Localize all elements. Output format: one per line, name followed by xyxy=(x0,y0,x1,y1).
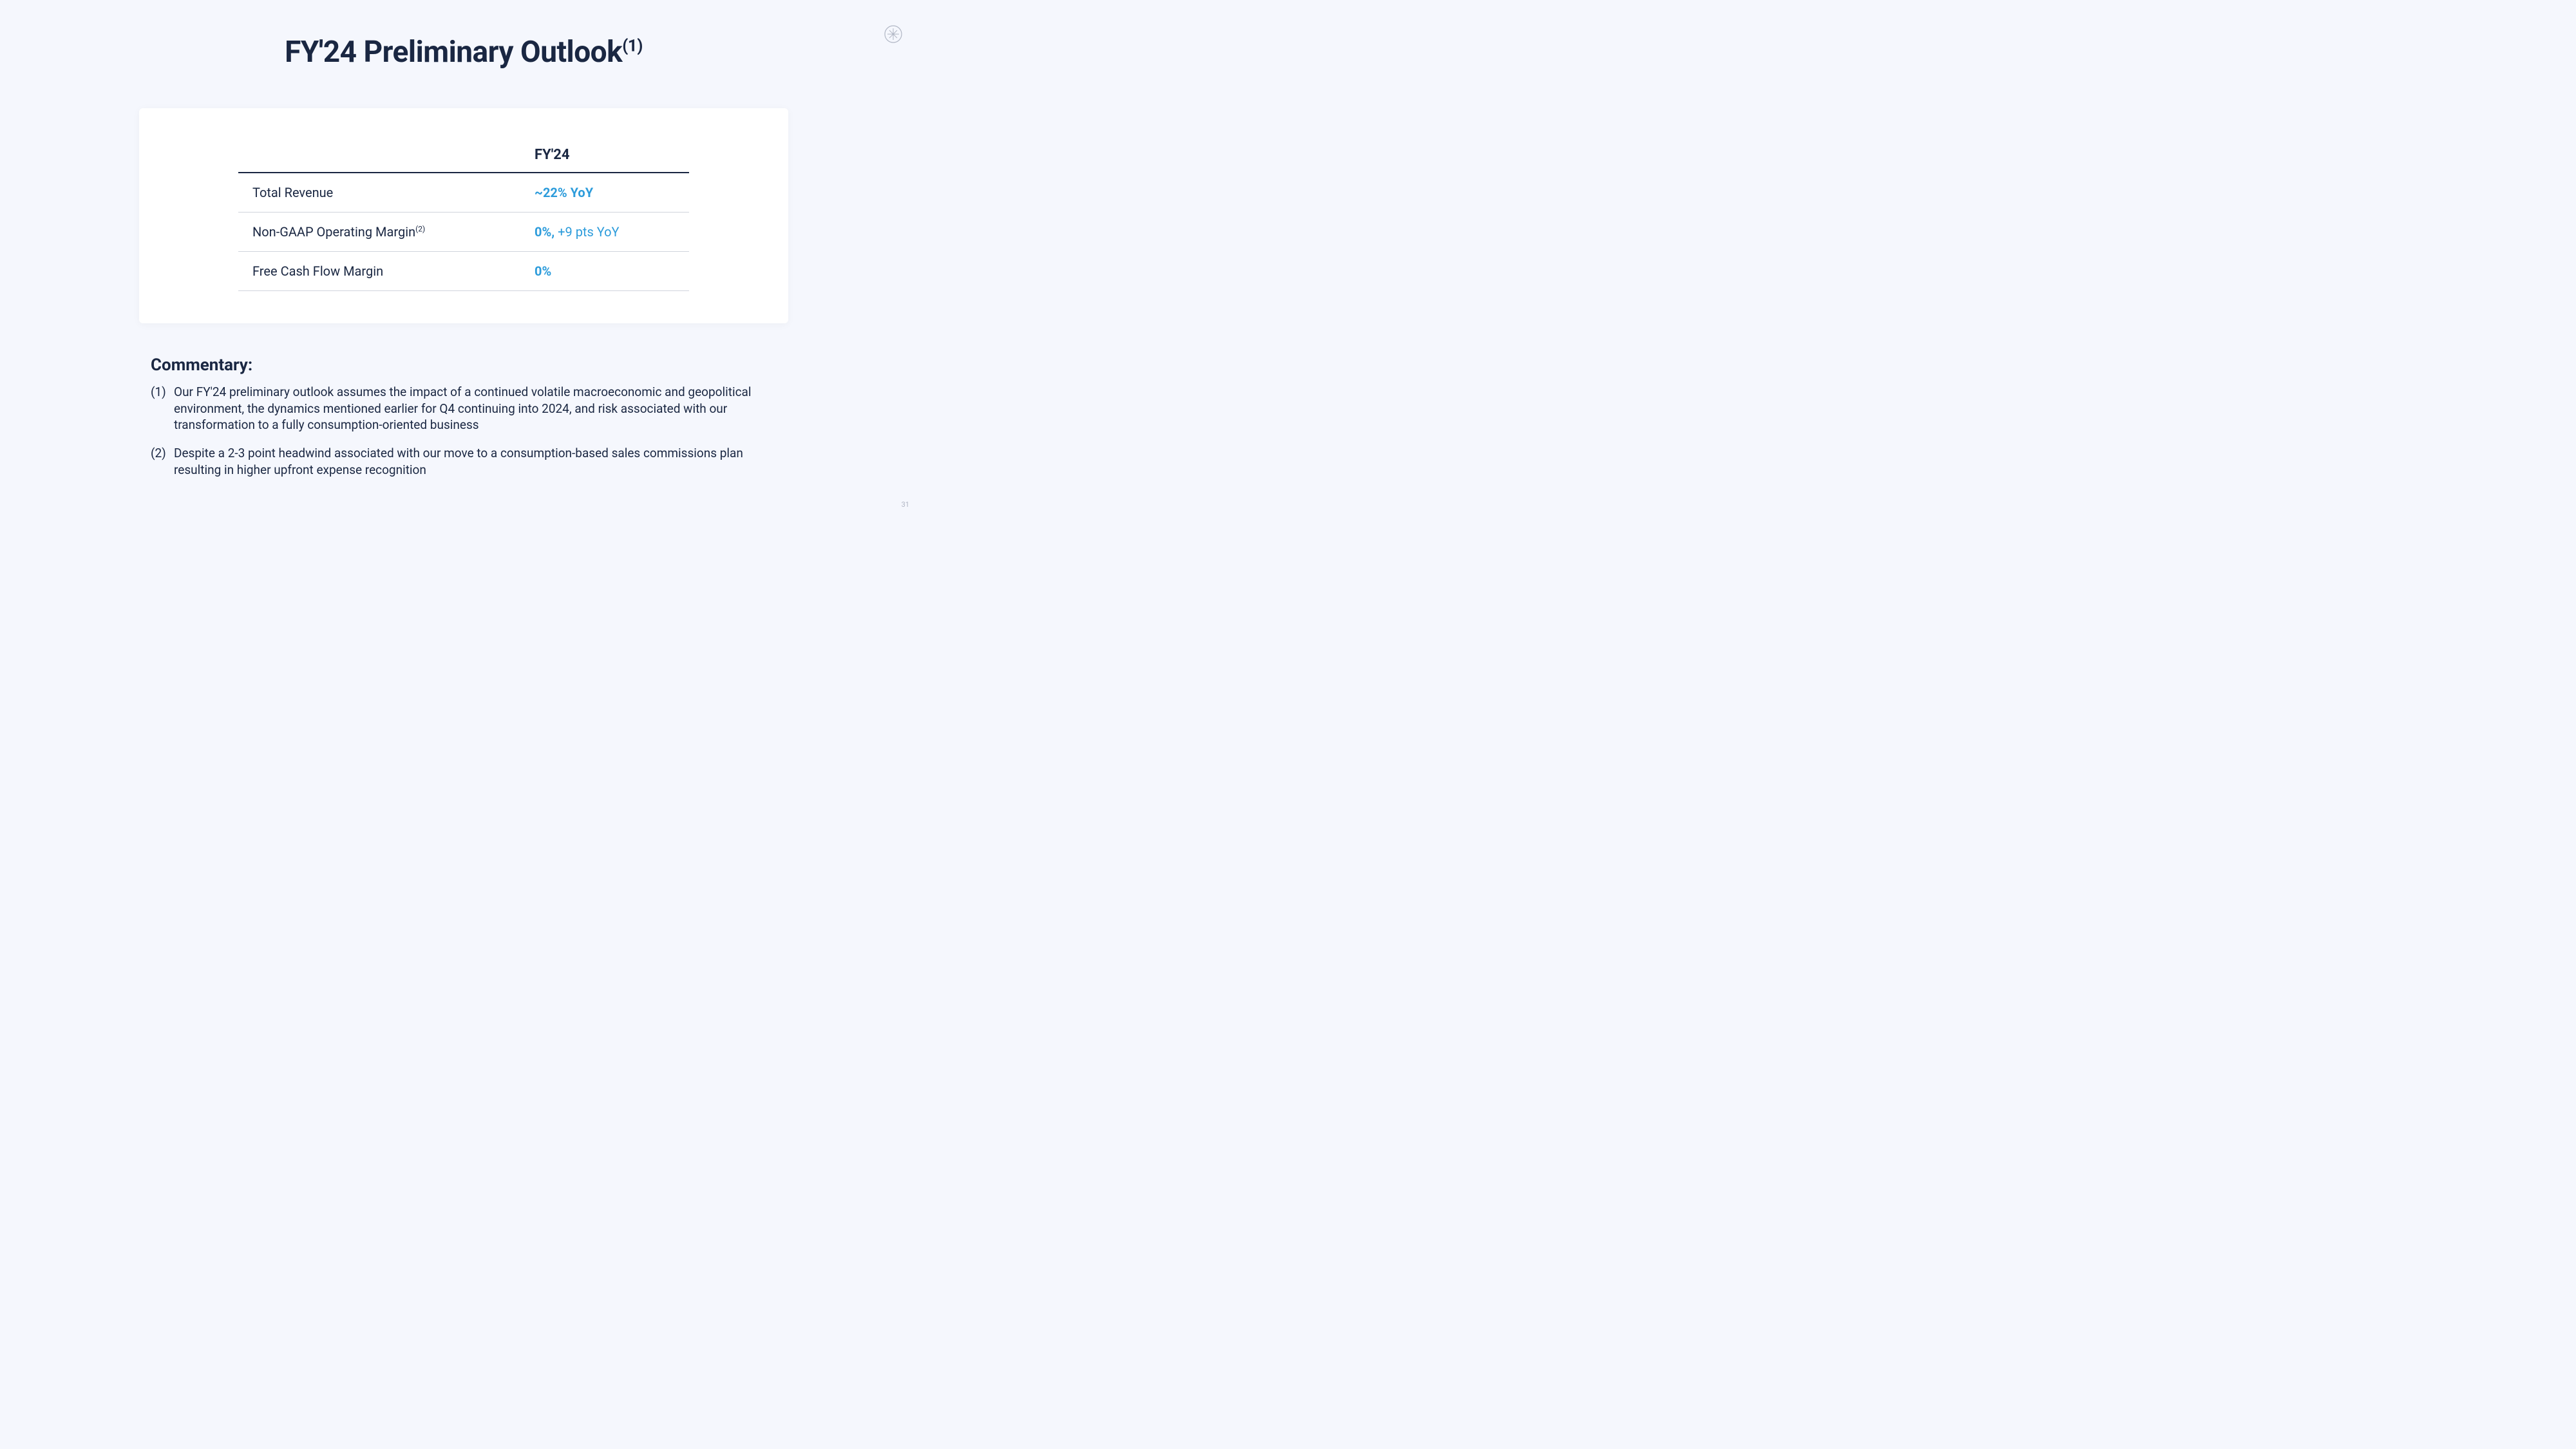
metric-label: Free Cash Flow Margin xyxy=(238,252,535,291)
brand-logo-icon xyxy=(884,24,903,44)
table-row: Total Revenue ~22% YoY xyxy=(238,173,689,213)
title-footnote: (1) xyxy=(622,37,643,56)
metric-value: 0% xyxy=(535,252,689,291)
footnote-text: Our FY'24 preliminary outlook assumes th… xyxy=(174,384,788,433)
title-text: FY'24 Preliminary Outlook xyxy=(285,35,622,70)
slide-container: FY'24 Preliminary Outlook(1) FY'24 Total… xyxy=(0,0,927,522)
outlook-table: FY'24 Total Revenue ~22% YoY Non-GAAP Op… xyxy=(238,140,689,291)
footnote-number: (2) xyxy=(151,445,174,478)
footnote-text: Despite a 2-3 point headwind associated … xyxy=(174,445,788,478)
page-number: 31 xyxy=(902,500,909,509)
footnote-item: (1) Our FY'24 preliminary outlook assume… xyxy=(151,384,788,433)
table-header-value: FY'24 xyxy=(535,140,689,173)
commentary-section: Commentary: (1) Our FY'24 preliminary ou… xyxy=(139,355,788,478)
page-title: FY'24 Preliminary Outlook(1) xyxy=(39,35,889,70)
metric-value: 0%, +9 pts YoY xyxy=(535,213,689,252)
outlook-card: FY'24 Total Revenue ~22% YoY Non-GAAP Op… xyxy=(139,108,788,323)
metric-label: Non-GAAP Operating Margin(2) xyxy=(238,213,535,252)
metric-label: Total Revenue xyxy=(238,173,535,213)
table-header-metric xyxy=(238,140,535,173)
footnote-number: (1) xyxy=(151,384,174,433)
commentary-heading: Commentary: xyxy=(151,355,788,375)
metric-value: ~22% YoY xyxy=(535,173,689,213)
table-row: Free Cash Flow Margin 0% xyxy=(238,252,689,291)
footnote-item: (2) Despite a 2-3 point headwind associa… xyxy=(151,445,788,478)
table-row: Non-GAAP Operating Margin(2) 0%, +9 pts … xyxy=(238,213,689,252)
